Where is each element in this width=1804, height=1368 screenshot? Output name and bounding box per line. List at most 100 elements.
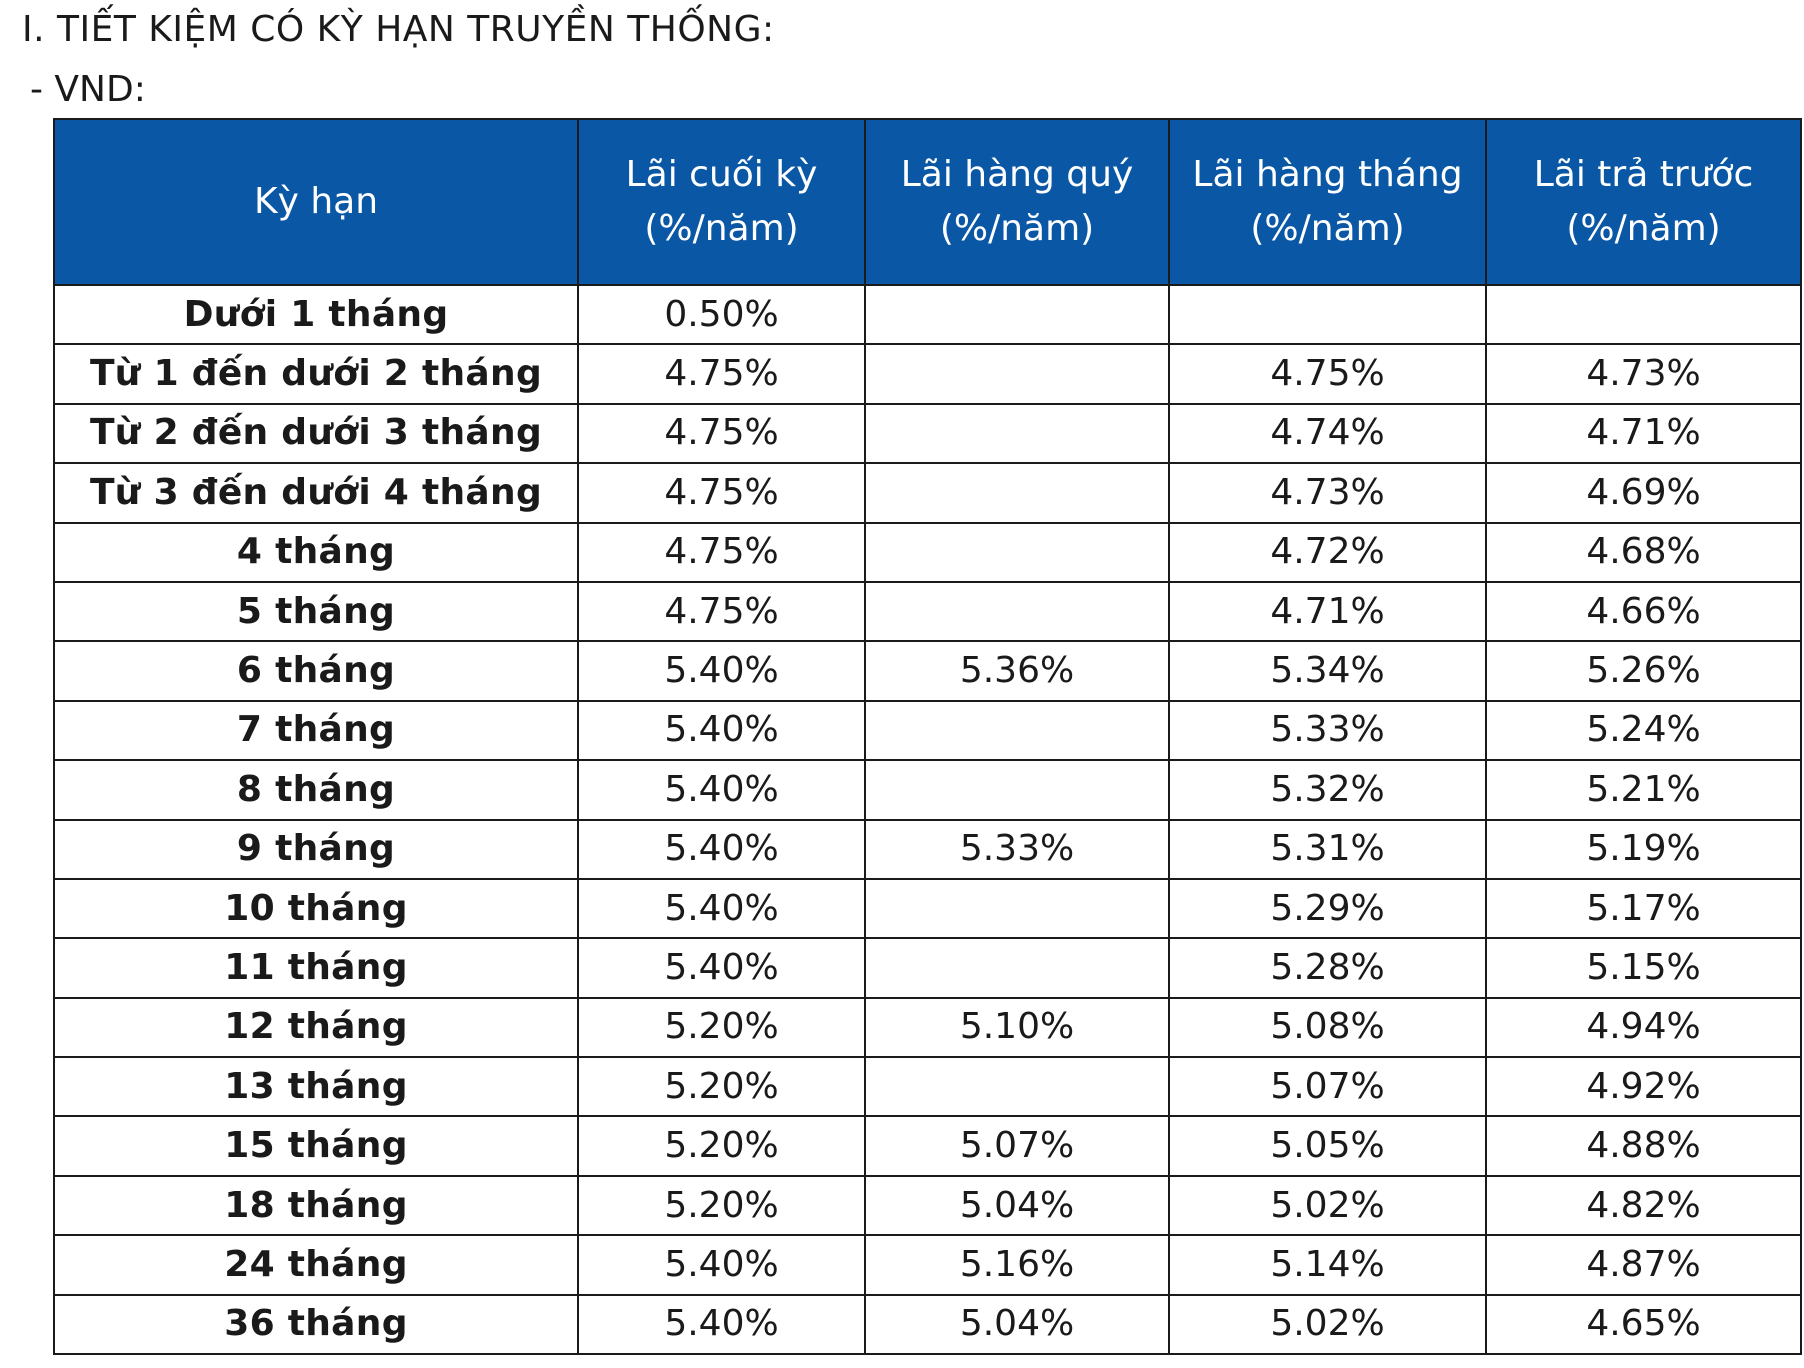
cell-quarterly: 5.33% xyxy=(864,818,1170,880)
header-monthly: Lãi hàng tháng (%/năm) xyxy=(1168,118,1487,286)
cell-term: 36 tháng xyxy=(53,1293,579,1356)
header-quarterly-line1: Lãi hàng quý xyxy=(900,154,1134,195)
cell-end-of-term: 5.40% xyxy=(577,877,866,940)
cell-monthly: 4.75% xyxy=(1168,343,1487,405)
section-title: I. TIẾT KIỆM CÓ KỲ HẠN TRUYỀN THỐNG: xyxy=(22,9,775,50)
cell-end-of-term: 5.20% xyxy=(577,1056,866,1118)
cell-quarterly xyxy=(864,343,1170,405)
cell-term: 4 tháng xyxy=(53,521,579,583)
cell-end-of-term: 0.50% xyxy=(577,283,866,346)
cell-end-of-term: 5.40% xyxy=(577,1234,866,1296)
cell-end-of-term: 5.40% xyxy=(577,759,866,821)
cell-end-of-term: 5.20% xyxy=(577,1174,866,1237)
table-row: 15 tháng 5.20% 5.07% 5.05% 4.88% xyxy=(53,1115,1802,1177)
cell-end-of-term: 5.20% xyxy=(577,996,866,1059)
cell-prepaid: 4.92% xyxy=(1485,1056,1802,1118)
cell-prepaid: 4.73% xyxy=(1485,343,1802,405)
table-row: 4 tháng 4.75% 4.72% 4.68% xyxy=(53,521,1802,583)
table-row: Dưới 1 tháng 0.50% xyxy=(53,283,1802,346)
header-term-label: Kỳ hạn xyxy=(253,181,379,222)
cell-end-of-term: 4.75% xyxy=(577,343,866,405)
cell-prepaid: 5.17% xyxy=(1485,877,1802,940)
cell-monthly: 5.34% xyxy=(1168,640,1487,702)
cell-term: Từ 1 đến dưới 2 tháng xyxy=(53,343,579,405)
cell-end-of-term: 4.75% xyxy=(577,521,866,583)
table-row: 8 tháng 5.40% 5.32% 5.21% xyxy=(53,759,1802,821)
cell-monthly: 5.14% xyxy=(1168,1234,1487,1296)
cell-end-of-term: 4.75% xyxy=(577,462,866,524)
table-row: 5 tháng 4.75% 4.71% 4.66% xyxy=(53,580,1802,643)
header-prepaid-line2: (%/năm) xyxy=(1566,208,1721,249)
cell-quarterly xyxy=(864,877,1170,940)
cell-term: 15 tháng xyxy=(53,1115,579,1177)
cell-term: 11 tháng xyxy=(53,937,579,999)
cell-quarterly xyxy=(864,283,1170,346)
cell-term: 10 tháng xyxy=(53,877,579,940)
cell-quarterly: 5.36% xyxy=(864,640,1170,702)
cell-quarterly xyxy=(864,759,1170,821)
cell-monthly: 5.33% xyxy=(1168,699,1487,762)
cell-term: 9 tháng xyxy=(53,818,579,880)
cell-term: Từ 3 đến dưới 4 tháng xyxy=(53,462,579,524)
cell-quarterly xyxy=(864,937,1170,999)
header-monthly-line1: Lãi hàng tháng xyxy=(1192,154,1463,195)
header-end-of-term-line1: Lãi cuối kỳ xyxy=(625,154,818,195)
cell-prepaid: 4.66% xyxy=(1485,580,1802,643)
cell-end-of-term: 4.75% xyxy=(577,402,866,465)
table-row: 36 tháng 5.40% 5.04% 5.02% 4.65% xyxy=(53,1293,1802,1356)
cell-prepaid: 5.15% xyxy=(1485,937,1802,999)
cell-prepaid: 4.71% xyxy=(1485,402,1802,465)
cell-end-of-term: 5.40% xyxy=(577,699,866,762)
cell-prepaid: 4.87% xyxy=(1485,1234,1802,1296)
table-row: 13 tháng 5.20% 5.07% 4.92% xyxy=(53,1056,1802,1118)
cell-term: 18 tháng xyxy=(53,1174,579,1237)
cell-monthly: 5.02% xyxy=(1168,1174,1487,1237)
cell-monthly: 4.73% xyxy=(1168,462,1487,524)
cell-monthly: 5.32% xyxy=(1168,759,1487,821)
cell-monthly xyxy=(1168,283,1487,346)
cell-end-of-term: 5.20% xyxy=(577,1115,866,1177)
cell-prepaid: 4.69% xyxy=(1485,462,1802,524)
header-monthly-line2: (%/năm) xyxy=(1250,208,1405,249)
cell-prepaid: 4.94% xyxy=(1485,996,1802,1059)
cell-prepaid: 4.68% xyxy=(1485,521,1802,583)
table-row: 24 tháng 5.40% 5.16% 5.14% 4.87% xyxy=(53,1234,1802,1296)
cell-end-of-term: 5.40% xyxy=(577,818,866,880)
header-prepaid-line1: Lãi trả trước xyxy=(1533,154,1754,195)
cell-term: 5 tháng xyxy=(53,580,579,643)
header-quarterly: Lãi hàng quý (%/năm) xyxy=(864,118,1170,286)
cell-monthly: 5.05% xyxy=(1168,1115,1487,1177)
table-body: Dưới 1 tháng 0.50% Từ 1 đến dưới 2 tháng 4.… xyxy=(53,283,1802,1356)
cell-prepaid: 4.82% xyxy=(1485,1174,1802,1237)
header-end-of-term-line2: (%/năm) xyxy=(644,208,799,249)
cell-quarterly xyxy=(864,1056,1170,1118)
cell-monthly: 5.08% xyxy=(1168,996,1487,1059)
cell-term: Từ 2 đến dưới 3 tháng xyxy=(53,402,579,465)
cell-monthly: 5.02% xyxy=(1168,1293,1487,1356)
cell-term: 6 tháng xyxy=(53,640,579,702)
cell-quarterly xyxy=(864,699,1170,762)
table-row: Từ 3 đến dưới 4 tháng 4.75% 4.73% 4.69% xyxy=(53,462,1802,524)
cell-term: 7 tháng xyxy=(53,699,579,762)
table-header-row: Kỳ hạn Lãi cuối kỳ (%/năm) Lãi hàng quý … xyxy=(53,118,1802,286)
cell-quarterly: 5.04% xyxy=(864,1293,1170,1356)
table-row: 11 tháng 5.40% 5.28% 5.15% xyxy=(53,937,1802,999)
interest-rate-table: Kỳ hạn Lãi cuối kỳ (%/năm) Lãi hàng quý … xyxy=(53,118,1802,1356)
cell-prepaid: 4.88% xyxy=(1485,1115,1802,1177)
cell-quarterly: 5.10% xyxy=(864,996,1170,1059)
currency-label: - VND: xyxy=(30,69,146,110)
header-quarterly-line2: (%/năm) xyxy=(939,208,1095,249)
cell-prepaid: 4.65% xyxy=(1485,1293,1802,1356)
table-row: Từ 2 đến dưới 3 tháng 4.75% 4.74% 4.71% xyxy=(53,402,1802,465)
table-row: 18 tháng 5.20% 5.04% 5.02% 4.82% xyxy=(53,1174,1802,1237)
table-row: Từ 1 đến dưới 2 tháng 4.75% 4.75% 4.73% xyxy=(53,343,1802,405)
cell-end-of-term: 5.40% xyxy=(577,937,866,999)
cell-term: 24 tháng xyxy=(53,1234,579,1296)
cell-term: 12 tháng xyxy=(53,996,579,1059)
header-prepaid: Lãi trả trước (%/năm) xyxy=(1485,118,1802,286)
cell-monthly: 4.74% xyxy=(1168,402,1487,465)
cell-prepaid: 5.26% xyxy=(1485,640,1802,702)
cell-quarterly xyxy=(864,402,1170,465)
cell-term: 13 tháng xyxy=(53,1056,579,1118)
cell-monthly: 4.71% xyxy=(1168,580,1487,643)
